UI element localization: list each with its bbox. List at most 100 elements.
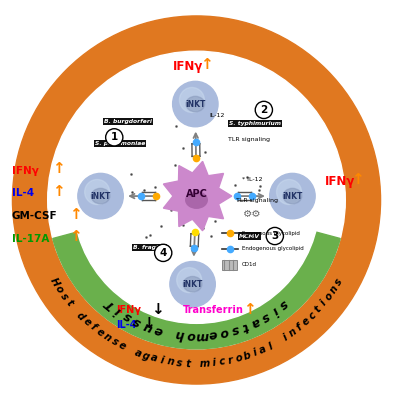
- Text: GM-CSF: GM-CSF: [12, 211, 57, 221]
- Text: IL-4: IL-4: [12, 188, 34, 198]
- Text: IL-17A: IL-17A: [12, 234, 49, 244]
- Text: i: i: [160, 355, 165, 366]
- Text: e: e: [117, 340, 127, 352]
- Text: s: s: [277, 296, 290, 311]
- Text: s: s: [176, 358, 183, 368]
- Text: * IL-12: * IL-12: [242, 177, 262, 182]
- Text: o: o: [219, 325, 230, 340]
- Ellipse shape: [91, 188, 110, 204]
- Text: s: s: [332, 277, 344, 287]
- Circle shape: [13, 16, 380, 384]
- Text: APC: APC: [185, 189, 208, 199]
- Text: Exogenous glycolipid: Exogenous glycolipid: [242, 231, 299, 236]
- Text: e: e: [300, 316, 312, 328]
- Text: 3: 3: [271, 231, 279, 241]
- Text: IFNγ: IFNγ: [12, 166, 39, 176]
- Text: i: i: [319, 299, 329, 308]
- Text: a: a: [249, 314, 262, 330]
- Ellipse shape: [186, 96, 205, 112]
- Text: l: l: [267, 341, 275, 351]
- Text: f: f: [295, 322, 305, 333]
- Text: h: h: [174, 327, 185, 341]
- Text: ↑: ↑: [52, 184, 65, 199]
- Text: n: n: [287, 326, 299, 339]
- Text: B. fragilis: B. fragilis: [133, 245, 166, 250]
- Text: i: i: [269, 304, 280, 317]
- Circle shape: [266, 228, 283, 245]
- Text: s: s: [131, 314, 143, 329]
- Text: m: m: [195, 328, 209, 342]
- Circle shape: [48, 51, 345, 349]
- Text: ⚙⚙: ⚙⚙: [243, 209, 261, 219]
- Text: iNKT: iNKT: [185, 100, 206, 108]
- Text: IL-4: IL-4: [116, 320, 137, 330]
- Text: 2: 2: [260, 105, 268, 115]
- Circle shape: [255, 101, 272, 118]
- Text: s: s: [121, 309, 134, 324]
- Text: S. pneumoniae: S. pneumoniae: [95, 141, 145, 146]
- Text: a: a: [133, 347, 143, 359]
- Circle shape: [170, 262, 215, 307]
- Ellipse shape: [183, 276, 202, 292]
- Text: t: t: [240, 319, 251, 334]
- Text: r: r: [227, 355, 234, 366]
- Text: TLR signaling: TLR signaling: [236, 198, 278, 203]
- Circle shape: [13, 16, 380, 384]
- Text: ↓: ↓: [141, 316, 154, 331]
- Circle shape: [106, 129, 123, 146]
- FancyBboxPatch shape: [222, 260, 237, 270]
- Text: IFNγ: IFNγ: [116, 306, 141, 316]
- Ellipse shape: [283, 188, 302, 204]
- Text: IFNγ: IFNγ: [325, 175, 355, 188]
- Text: g: g: [141, 350, 151, 362]
- Text: b: b: [242, 350, 252, 362]
- Text: S. typhimurium: S. typhimurium: [229, 121, 281, 126]
- Circle shape: [84, 180, 110, 204]
- Text: u: u: [141, 318, 154, 334]
- Circle shape: [154, 244, 172, 262]
- Text: IFNγ: IFNγ: [173, 60, 203, 73]
- Ellipse shape: [186, 192, 207, 208]
- Text: n: n: [167, 356, 175, 368]
- Text: t: t: [185, 358, 191, 369]
- Text: 1: 1: [111, 132, 118, 142]
- Text: ↑: ↑: [200, 57, 213, 72]
- Text: s: s: [109, 336, 119, 348]
- Text: a: a: [149, 353, 159, 364]
- Circle shape: [180, 88, 204, 112]
- Text: n: n: [101, 331, 113, 344]
- Text: m: m: [200, 358, 211, 369]
- Text: t: t: [64, 298, 75, 308]
- Text: c: c: [307, 310, 318, 322]
- Text: e: e: [152, 322, 164, 337]
- Text: c: c: [219, 356, 226, 367]
- Text: CD1d: CD1d: [242, 262, 257, 267]
- Text: 4: 4: [160, 248, 167, 258]
- Text: H: H: [48, 276, 61, 288]
- Text: o: o: [323, 291, 335, 302]
- Text: ↑: ↑: [351, 172, 364, 187]
- Text: n: n: [328, 284, 340, 295]
- Text: TLR signaling: TLR signaling: [228, 137, 270, 142]
- Text: o: o: [234, 353, 244, 364]
- Text: o: o: [53, 284, 65, 295]
- Text: i: i: [113, 304, 124, 317]
- Text: e: e: [94, 326, 106, 339]
- Text: MCMV: MCMV: [239, 234, 260, 238]
- Text: iNKT: iNKT: [90, 192, 111, 200]
- Text: o: o: [186, 329, 195, 342]
- Text: IL-12: IL-12: [209, 113, 225, 118]
- Text: s: s: [58, 291, 70, 302]
- Text: iNKT: iNKT: [282, 192, 303, 200]
- Text: T: T: [102, 296, 117, 312]
- Text: Endogenous glycolipid: Endogenous glycolipid: [242, 246, 303, 252]
- Text: a: a: [258, 344, 268, 356]
- Circle shape: [177, 268, 202, 293]
- Text: f: f: [88, 322, 98, 333]
- Wedge shape: [53, 232, 340, 349]
- Circle shape: [173, 81, 218, 127]
- Text: ↓: ↓: [151, 302, 163, 317]
- Circle shape: [73, 77, 320, 323]
- Text: Transferrin: Transferrin: [183, 306, 244, 316]
- Text: s: s: [259, 309, 272, 324]
